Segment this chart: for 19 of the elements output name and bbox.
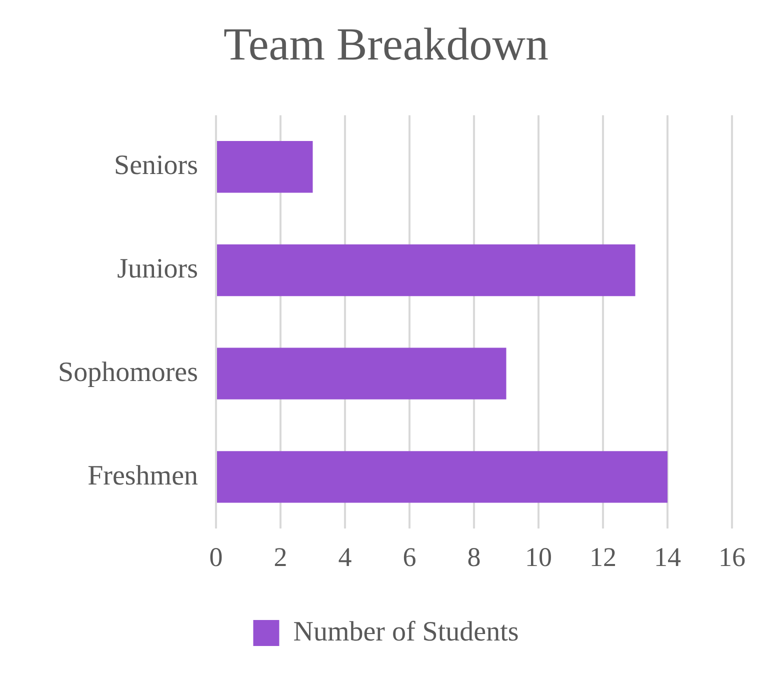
bar [217, 451, 668, 503]
x-tick-label: 8 [467, 542, 481, 572]
legend-label: Number of Students [293, 616, 519, 648]
x-tick-label: 6 [402, 542, 416, 572]
x-tick-label: 4 [338, 542, 352, 572]
chart-title: Team Breakdown [223, 18, 549, 70]
y-tick-label: Freshmen [88, 460, 198, 492]
x-tick-label: 10 [525, 542, 552, 572]
y-tick-label: Sophomores [58, 356, 198, 388]
x-tick-label: 2 [274, 542, 288, 572]
x-tick-label: 12 [590, 542, 616, 572]
bar [217, 348, 506, 400]
bar [217, 141, 313, 193]
x-tick-label: 16 [718, 542, 746, 572]
x-tick-label: 0 [209, 542, 223, 572]
bar [217, 244, 636, 296]
y-tick-label: Seniors [114, 150, 198, 182]
x-tick-label: 14 [654, 542, 682, 572]
y-tick-label: Juniors [117, 254, 198, 285]
